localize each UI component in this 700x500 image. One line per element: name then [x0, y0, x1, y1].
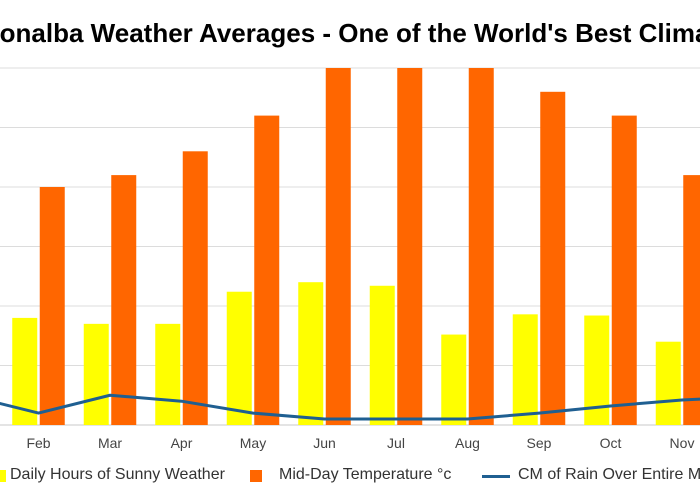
- x-tick-label-mar: Mar: [98, 435, 122, 451]
- chart-title: Monalba Weather Averages - One of the Wo…: [0, 18, 700, 52]
- x-tick-label-sep: Sep: [527, 435, 552, 451]
- legend-label-sunny-hours: Daily Hours of Sunny Weather: [10, 466, 225, 483]
- bar-bar-1-aug: [468, 68, 494, 425]
- bar-bar-0-sep: [512, 314, 538, 425]
- x-tick-label-may: May: [240, 435, 266, 451]
- x-tick-label-apr: Apr: [171, 435, 193, 451]
- bar-bar-1-mar: [111, 175, 137, 425]
- legend-swatch-sunny-hours: [0, 470, 6, 482]
- bar-bar-0-aug: [441, 334, 467, 425]
- legend-swatch-rain: [482, 475, 510, 478]
- x-tick-label-feb: Feb: [26, 435, 50, 451]
- bar-bar-1-feb: [39, 187, 65, 425]
- rain-line-0: [0, 393, 700, 421]
- bar-bar-1-sep: [540, 91, 566, 426]
- bar-bar-0-mar: [83, 323, 109, 425]
- chart-title-text: Monalba Weather Averages - One of the Wo…: [0, 18, 700, 48]
- bar-bar-1-may: [254, 115, 280, 425]
- bar-bar-0-nov: [655, 341, 681, 425]
- bar-bar-0-may: [226, 291, 252, 425]
- x-tick-label-aug: Aug: [455, 435, 480, 451]
- legend-swatch-temperature: [250, 470, 262, 482]
- bar-bar-0-jun: [298, 282, 324, 425]
- x-tick-label-jul: Jul: [387, 435, 405, 451]
- bar-bar-1-nov: [683, 175, 700, 425]
- bar-bar-1-apr: [182, 151, 208, 426]
- x-tick-label-jun: Jun: [313, 435, 336, 451]
- legend-label-rain: CM of Rain Over Entire Month: [518, 466, 700, 483]
- legend-label-temperature: Mid-Day Temperature °c: [279, 466, 452, 483]
- bar-bar-1-jul: [397, 68, 423, 425]
- bar-bar-0-jul: [369, 285, 395, 425]
- bar-bar-1-oct: [611, 115, 637, 425]
- x-tick-label-oct: Oct: [600, 435, 622, 451]
- bar-bar-1-jun: [325, 68, 351, 425]
- x-tick-label-nov: Nov: [670, 435, 695, 451]
- bar-bar-0-apr: [155, 323, 181, 425]
